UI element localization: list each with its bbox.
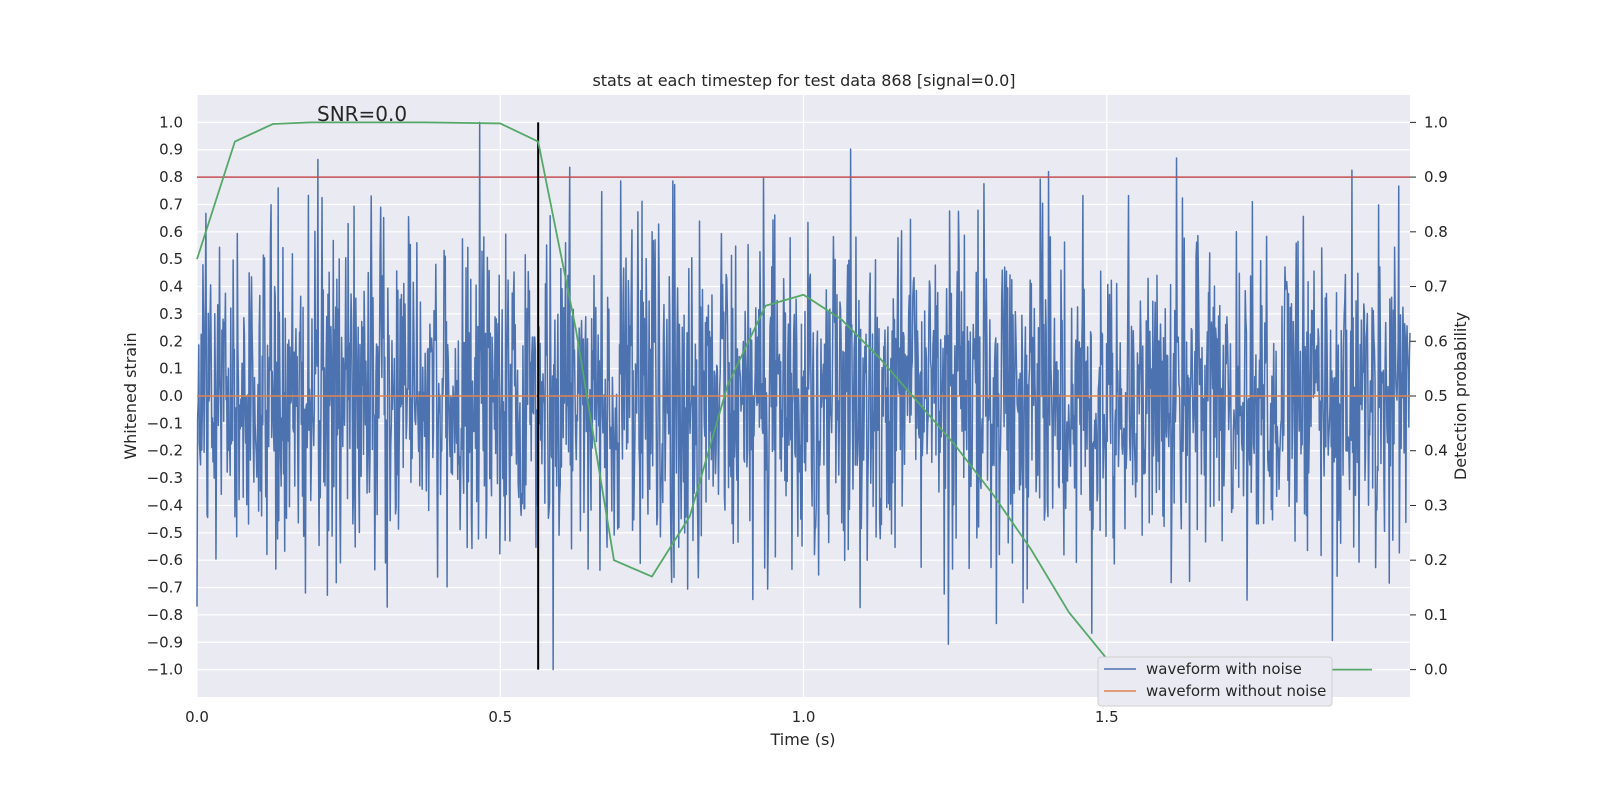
y-right-tick-label: 0.2 <box>1424 551 1448 569</box>
y-tick-label: −0.2 <box>147 442 183 460</box>
y-tick-label: 0.5 <box>159 250 183 268</box>
x-tick-label: 1.0 <box>792 708 816 726</box>
y-tick-label: 0.2 <box>159 332 183 350</box>
y-tick-label: −1.0 <box>147 661 183 679</box>
y-tick-label: −0.3 <box>147 469 183 487</box>
legend-label-clean: waveform without noise <box>1146 682 1326 700</box>
y-tick-label: 0.8 <box>159 168 183 186</box>
y-tick-label: −0.4 <box>147 496 183 514</box>
y-tick-label: 0.6 <box>159 223 183 241</box>
legend-label-noise: waveform with noise <box>1146 660 1302 678</box>
noisy-waveform-line <box>196 121 1411 671</box>
y-right-tick-label: 0.3 <box>1424 496 1448 514</box>
y-tick-label: −0.8 <box>147 606 183 624</box>
y-right-tick-label: 0.9 <box>1424 168 1448 186</box>
y-axis-left-ticks: −1.0 −0.9 −0.8 −0.7 −0.6 −0.5 −0.4 −0.3 −0.2 −0.1… <box>147 113 183 678</box>
legend-box <box>1097 656 1333 707</box>
y-tick-label: 0.0 <box>159 387 183 405</box>
y-right-tick-label: 0.8 <box>1424 223 1448 241</box>
y-right-tick-label: 0.5 <box>1424 387 1448 405</box>
y-tick-label: −0.9 <box>147 633 183 651</box>
y-tick-label: 0.7 <box>159 195 183 213</box>
y-tick-label: −0.6 <box>147 551 183 569</box>
y-tick-label: 0.4 <box>159 278 183 296</box>
y-tick-label: 0.1 <box>159 360 183 378</box>
x-axis-label: Time (s) <box>769 730 835 749</box>
y-tick-label: −0.7 <box>147 579 183 597</box>
y-axis-right-ticks: 0.0 0.1 0.2 0.3 0.4 0.5 0.6 0.7 0.8 0.9 1.0 <box>1410 113 1448 679</box>
y-tick-label: −0.1 <box>147 414 183 432</box>
legend: waveform with noise waveform without noi… <box>1097 656 1333 707</box>
y-tick-label: −0.5 <box>147 524 183 542</box>
y-right-tick-label: 0.1 <box>1424 606 1448 624</box>
y-tick-label: 0.3 <box>159 305 183 323</box>
y-axis-label: Whitened strain <box>121 332 140 459</box>
y-right-tick-label: 0.4 <box>1424 442 1448 460</box>
x-tick-label: 0.0 <box>185 708 209 726</box>
x-tick-label: 1.5 <box>1095 708 1119 726</box>
y-tick-label: 0.9 <box>159 141 183 159</box>
chart-title: stats at each timestep for test data 868… <box>592 71 1015 90</box>
y-axis-right-label: Detection probability <box>1451 312 1470 480</box>
y-right-tick-label: 0.6 <box>1424 332 1448 350</box>
y-tick-label: 1.0 <box>159 113 183 131</box>
snr-annotation: SNR=0.0 <box>317 102 407 126</box>
x-axis-ticks: 0.0 0.5 1.0 1.5 <box>185 708 1119 726</box>
x-tick-label: 0.5 <box>488 708 512 726</box>
y-right-tick-label: 0.7 <box>1424 278 1448 296</box>
series-waveform-with-noise <box>196 121 1411 671</box>
y-right-tick-label: 0.0 <box>1424 661 1448 679</box>
y-right-tick-label: 1.0 <box>1424 113 1448 131</box>
